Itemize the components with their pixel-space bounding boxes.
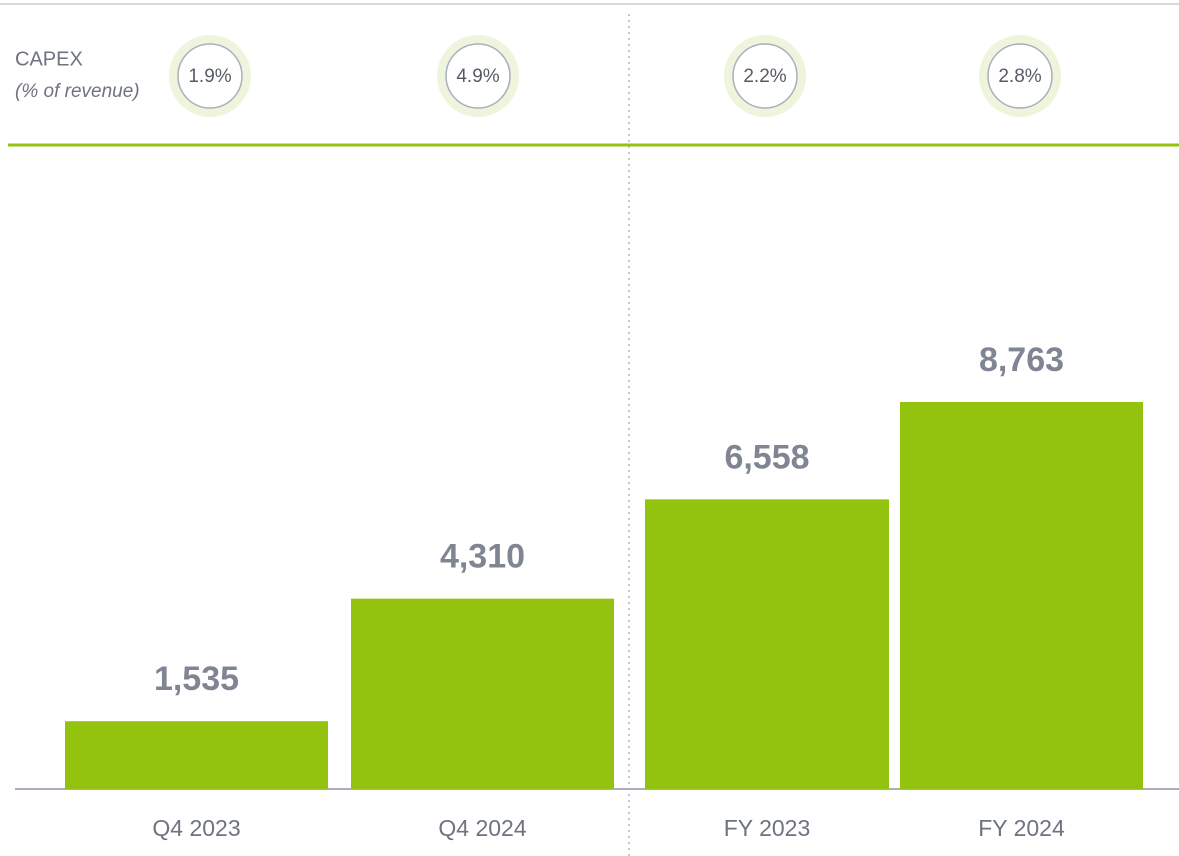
ratio-label: 4.9% <box>456 66 499 87</box>
value-label: 4,310 <box>440 538 525 576</box>
x-tick-label: Q4 2023 <box>152 815 240 841</box>
value-label: 8,763 <box>979 341 1064 379</box>
ratio-label: 2.8% <box>998 66 1041 87</box>
bar <box>351 598 614 789</box>
bar <box>65 721 328 789</box>
x-tick-label: Q4 2024 <box>438 815 526 841</box>
ratio-badge <box>177 43 243 109</box>
capex-label: CAPEX <box>15 48 83 70</box>
value-label: 1,535 <box>154 660 239 698</box>
ratio-label: 1.9% <box>188 66 231 87</box>
bar <box>645 499 889 789</box>
bar <box>900 402 1143 789</box>
x-tick-label: FY 2024 <box>978 815 1065 841</box>
ratio-badge <box>987 43 1053 109</box>
ratio-badge <box>445 43 511 109</box>
x-tick-label: FY 2023 <box>724 815 811 841</box>
value-label: 6,558 <box>724 438 809 476</box>
ratio-label: 2.2% <box>743 66 786 87</box>
capex-sublabel: (% of revenue) <box>15 81 140 102</box>
ratio-badge <box>732 43 798 109</box>
